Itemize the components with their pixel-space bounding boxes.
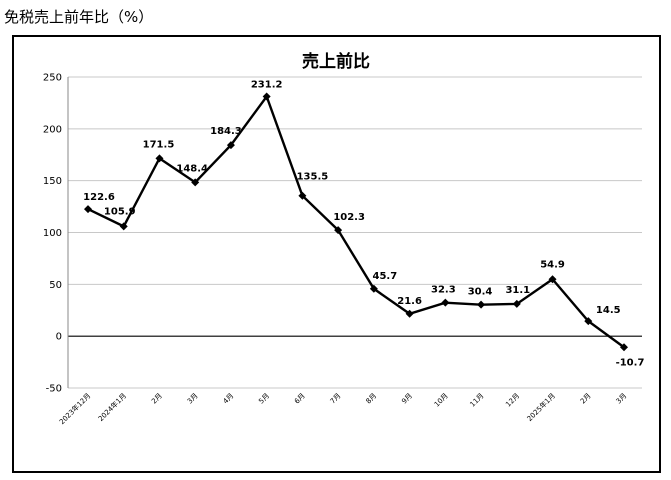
data-point: [584, 317, 593, 326]
data-label: 135.5: [297, 172, 329, 183]
y-tick-label: 250: [43, 73, 62, 84]
x-tick-label: 6月: [293, 392, 307, 406]
x-tick-label: 9月: [400, 392, 414, 406]
data-label: 102.3: [333, 212, 365, 223]
data-label: 148.4: [176, 163, 208, 174]
x-tick-label: 2023年12月: [57, 391, 92, 426]
data-label: 30.4: [468, 287, 493, 298]
y-tick-label: 150: [43, 176, 62, 187]
y-tick-label: 50: [49, 280, 62, 291]
data-point: [262, 92, 271, 101]
grid-lines: [67, 76, 642, 389]
x-tick-label: 2月: [579, 392, 593, 406]
data-point: [334, 226, 343, 235]
data-point: [298, 191, 307, 200]
x-tick-label: 8月: [365, 392, 379, 406]
data-point: [405, 309, 414, 318]
y-axis: -50 0 50 100 150 200 250: [43, 73, 62, 395]
series-line: [87, 93, 625, 349]
y-tick-label: 200: [43, 124, 62, 135]
data-label: 54.9: [540, 259, 565, 270]
y-tick-label: 0: [56, 332, 62, 343]
x-tick-label: 2月: [150, 392, 164, 406]
x-tick-label: 7月: [329, 392, 343, 406]
data-label: 32.3: [431, 285, 456, 296]
data-point: [191, 178, 200, 187]
data-label: 231.2: [251, 79, 283, 90]
data-point: [119, 222, 128, 231]
data-label: -10.7: [616, 357, 645, 368]
data-point: [84, 205, 92, 214]
x-tick-label: 2025年1月: [525, 391, 557, 423]
data-label: 31.1: [505, 285, 530, 296]
chart-frame: [12, 35, 661, 473]
x-tick-label: 4月: [222, 392, 236, 406]
x-tick-label: 12月: [504, 392, 521, 409]
data-point: [548, 275, 557, 284]
data-label: 122.6: [83, 192, 115, 203]
data-point: [441, 298, 450, 307]
data-label: 171.5: [143, 139, 175, 150]
x-tick-label: 2024年1月: [96, 391, 128, 423]
data-point: [477, 300, 486, 309]
data-label: 21.6: [397, 296, 422, 307]
x-tick-label: 3月: [615, 392, 629, 406]
page-heading: 免税売上前年比（%）: [4, 8, 154, 26]
data-label: 105.9: [104, 206, 136, 217]
data-labels: 122.6 105.9 171.5 148.4 184.3 231.2 135.5 102.3…: [83, 79, 644, 368]
x-tick-label: 11月: [469, 392, 486, 409]
x-tick-label: 10月: [433, 392, 450, 409]
data-point: [369, 284, 378, 293]
chart-title: 売上前比: [302, 51, 370, 72]
y-tick-label: 100: [43, 228, 62, 239]
series: [84, 92, 628, 352]
y-tick-label: -50: [46, 384, 62, 395]
data-point: [620, 343, 628, 352]
x-tick-label: 3月: [186, 392, 200, 406]
data-label: 184.3: [210, 126, 242, 137]
data-label: 45.7: [373, 271, 398, 282]
data-point: [512, 299, 521, 308]
data-label: 14.5: [596, 305, 621, 316]
data-point: [226, 141, 235, 150]
x-axis: 2023年12月 2024年1月 2月 3月 4月 5月 6月 7月 8月 9月 10月 11月 12月…: [57, 391, 628, 426]
data-point: [155, 154, 164, 163]
x-tick-label: 5月: [257, 392, 271, 406]
